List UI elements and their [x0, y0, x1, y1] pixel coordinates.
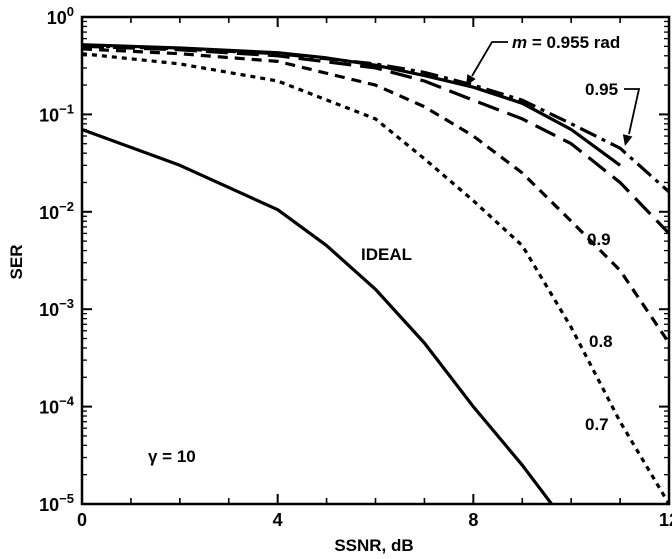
curve-label-0-95: 0.95 [585, 80, 618, 99]
gamma-annotation: γ = 10 [148, 447, 196, 466]
curve-label-top-suffix: = 0.955 rad [527, 33, 620, 52]
tick-layer: 0 4 8 12 100 10−1 10−2 10−3 10−4 10−5 [39, 4, 672, 530]
leader-line-0-95 [624, 88, 641, 135]
x-axis-label: SSNR, dB [334, 536, 413, 555]
curve-label-0-9: 0.9 [587, 230, 611, 249]
y-tick-label-0: 100 [47, 4, 74, 28]
series-line-1 [81, 52, 671, 505]
curve-label-0-8: 0.8 [589, 332, 613, 351]
y-tick-label-5: 10−5 [39, 491, 74, 515]
y-tick-label-1: 10−1 [39, 101, 74, 125]
series-layer [81, 43, 671, 505]
curve-label-ideal: IDEAL [361, 245, 412, 264]
series-line-5 [81, 43, 622, 167]
leader-lines-layer [466, 41, 641, 146]
x-tick-label-2: 8 [468, 510, 478, 530]
y-tick-label-4: 10−4 [39, 394, 75, 418]
curve-label-top: m = 0.955 rad [512, 33, 620, 52]
y-axis-label: SER [7, 245, 26, 280]
curve-label-top-prefix: m [512, 33, 527, 52]
y-tick-label-2: 10−2 [39, 199, 74, 223]
curve-label-0-7: 0.7 [585, 415, 609, 434]
y-tick-label-3: 10−3 [39, 296, 74, 320]
x-tick-label-3: 12 [659, 510, 672, 530]
series-line-3 [81, 44, 671, 235]
series-line-2 [81, 47, 671, 344]
leader-line-top [471, 41, 508, 77]
x-tick-label-1: 4 [273, 510, 283, 530]
series-line-0 [81, 127, 553, 505]
leader-arrow-0-95 [622, 134, 633, 146]
x-tick-label-0: 0 [77, 510, 87, 530]
leader-arrow-top [466, 74, 476, 86]
